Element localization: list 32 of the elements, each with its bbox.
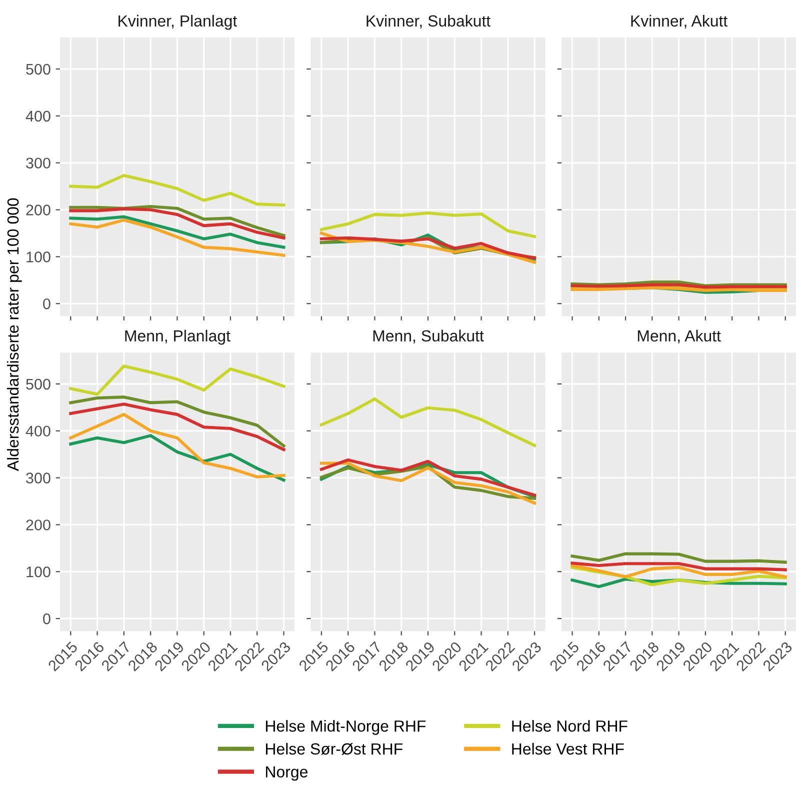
- line-series: [69, 396, 286, 448]
- chart-title: Kvinner, Akutt: [631, 14, 728, 28]
- y-tick-label: 300: [26, 472, 50, 484]
- chart-title: Menn, Planlagt: [125, 330, 230, 345]
- legend-label: Helse Nord RHF: [512, 720, 628, 732]
- line-series: [69, 434, 286, 482]
- y-tick-label: 100: [26, 252, 50, 262]
- chart-title: Menn, Subakutt: [373, 330, 484, 344]
- legend-label: Helse Vest RHF: [512, 742, 624, 755]
- line-series: [69, 402, 286, 452]
- y-tick-label: 500: [26, 378, 50, 390]
- chart-title: Menn, Akutt: [638, 330, 721, 344]
- line-series: [69, 364, 286, 396]
- y-tick-label: 200: [26, 204, 50, 216]
- line-series: [69, 174, 286, 207]
- line-series: [69, 215, 286, 249]
- line-series: [69, 218, 286, 257]
- line-series: [69, 412, 286, 478]
- y-tick-label: 500: [26, 64, 50, 75]
- y-tick-label: 300: [26, 158, 50, 169]
- y-axis-title: Aldersstandardiserte rater per 100 000: [6, 198, 22, 472]
- y-tick-label: 0: [43, 613, 50, 624]
- y-tick-label: 400: [26, 110, 50, 122]
- chart-title: Kvinner, Planlagt: [118, 14, 238, 30]
- y-tick-label: 400: [26, 426, 50, 437]
- legend-label: Helse Sør-Øst RHF: [266, 742, 402, 755]
- y-tick-label: 200: [26, 520, 50, 530]
- y-tick-label: 0: [43, 298, 50, 310]
- legend-label: Helse Midt-Norge RHF: [266, 720, 426, 735]
- chart-title: Kvinner, Subakutt: [366, 14, 490, 28]
- y-tick-label: 100: [26, 566, 50, 578]
- legend-label: Norge: [266, 766, 308, 781]
